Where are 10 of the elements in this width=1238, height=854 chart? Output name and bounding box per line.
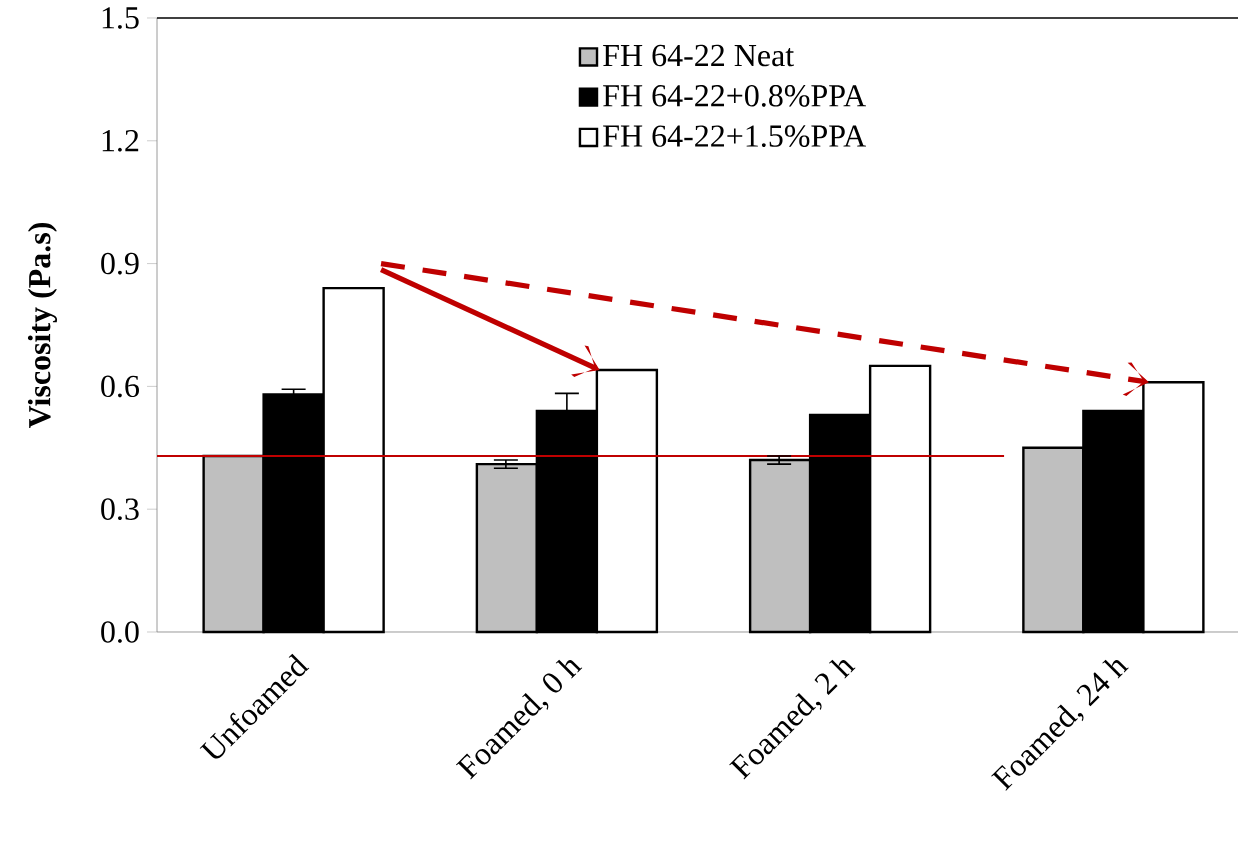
y-tick-label: 0.6: [101, 375, 139, 398]
legend-label: FH 64-22+1.5%PPA: [603, 125, 867, 147]
y-tick-label: 0.9: [101, 252, 139, 275]
y-tick-label: 1.2: [102, 129, 139, 152]
y-axis-title: Viscosity (Pa.s): [27, 223, 58, 429]
y-tick-label: 0.3: [101, 498, 139, 521]
legend-label: FH 64-22 Neat: [603, 44, 794, 67]
y-tick-label: 0.0: [101, 621, 139, 643]
legend-label: FH 64-22+0.8%PPA: [603, 85, 867, 107]
y-tick-label: 1.5: [102, 7, 139, 29]
